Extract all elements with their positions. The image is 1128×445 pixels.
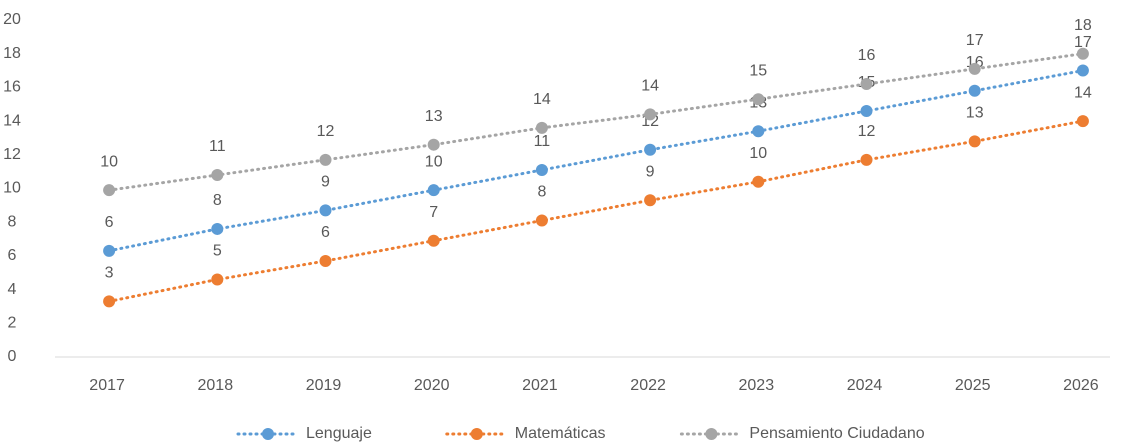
data-label: 15 (749, 62, 767, 79)
data-label: 13 (966, 105, 984, 122)
x-tick-label: 2026 (1063, 377, 1099, 394)
data-label: 9 (321, 174, 330, 191)
data-point (644, 143, 657, 156)
y-tick-label: 6 (8, 247, 17, 264)
x-tick-label: 2021 (522, 377, 558, 394)
data-point (968, 135, 981, 148)
data-label: 16 (858, 47, 876, 64)
y-tick-label: 8 (8, 213, 17, 230)
x-tick-label: 2017 (89, 377, 125, 394)
legend-swatch-marker (470, 428, 483, 440)
legend-item: Matemáticas (445, 425, 606, 442)
x-tick-label: 2022 (630, 377, 666, 394)
data-label: 12 (858, 123, 876, 140)
data-label: 18 (1074, 17, 1092, 34)
data-point (103, 184, 116, 197)
data-label: 17 (966, 32, 984, 49)
y-tick-label: 14 (3, 112, 21, 129)
data-label: 10 (100, 153, 118, 170)
data-label: 12 (317, 123, 335, 140)
y-tick-label: 4 (8, 281, 17, 298)
y-tick-label: 0 (8, 348, 17, 365)
data-point (860, 104, 873, 117)
data-label: 14 (533, 91, 551, 108)
data-point (752, 93, 765, 106)
legend-swatch-marker (705, 428, 718, 440)
data-point (644, 194, 657, 207)
data-point (103, 244, 116, 257)
data-label: 14 (641, 78, 659, 95)
data-label: 14 (1074, 84, 1092, 101)
series-line (107, 52, 1085, 192)
y-tick-label: 18 (3, 45, 21, 62)
data-point (860, 78, 873, 91)
series-line (107, 119, 1085, 303)
data-label: 11 (209, 138, 226, 155)
data-point (860, 153, 873, 166)
data-point (535, 214, 548, 227)
data-label: 6 (105, 214, 114, 231)
data-label: 11 (534, 133, 551, 150)
x-tick-label: 2024 (847, 377, 883, 394)
data-label: 10 (749, 145, 767, 162)
data-point (1076, 47, 1089, 60)
data-point (1076, 64, 1089, 77)
x-tick-label: 2018 (198, 377, 234, 394)
data-label: 10 (425, 153, 443, 170)
legend-item: Lenguaje (236, 425, 372, 442)
data-point (319, 204, 332, 217)
series-line (107, 69, 1085, 253)
data-label: 8 (213, 192, 222, 209)
y-tick-label: 2 (8, 315, 17, 332)
data-point (1076, 115, 1089, 128)
legend-label: Pensamiento Ciudadano (749, 425, 924, 442)
data-point (319, 153, 332, 166)
legend-item: Pensamiento Ciudadano (679, 425, 925, 442)
data-label: 5 (213, 243, 222, 260)
data-point (103, 295, 116, 308)
data-point (752, 125, 765, 138)
y-tick-label: 12 (3, 146, 21, 163)
legend-label: Lenguaje (306, 425, 372, 442)
data-point (535, 121, 548, 134)
data-label: 9 (646, 164, 655, 181)
legend-swatch-marker (262, 428, 274, 440)
legend-label: Matemáticas (515, 425, 606, 442)
data-point (211, 169, 224, 182)
data-label: 6 (321, 224, 330, 241)
data-label: 17 (1074, 34, 1092, 51)
data-point (319, 254, 332, 267)
data-point (968, 84, 981, 97)
data-point (968, 62, 981, 75)
x-tick-label: 2019 (306, 377, 342, 394)
data-label: 8 (537, 184, 546, 201)
data-point (535, 163, 548, 176)
x-tick-label: 2020 (414, 377, 450, 394)
data-point (211, 273, 224, 286)
data-point (427, 234, 440, 247)
data-label: 7 (429, 204, 438, 221)
x-tick-label: 2023 (739, 377, 775, 394)
y-tick-label: 20 (3, 11, 21, 28)
y-tick-label: 10 (3, 180, 21, 197)
data-point (211, 222, 224, 235)
data-point (427, 184, 440, 197)
y-tick-label: 16 (3, 79, 21, 96)
data-point (644, 108, 657, 121)
data-point (752, 175, 765, 188)
data-label: 13 (425, 108, 443, 125)
x-tick-label: 2025 (955, 377, 991, 394)
data-point (427, 138, 440, 151)
data-label: 3 (105, 265, 114, 282)
